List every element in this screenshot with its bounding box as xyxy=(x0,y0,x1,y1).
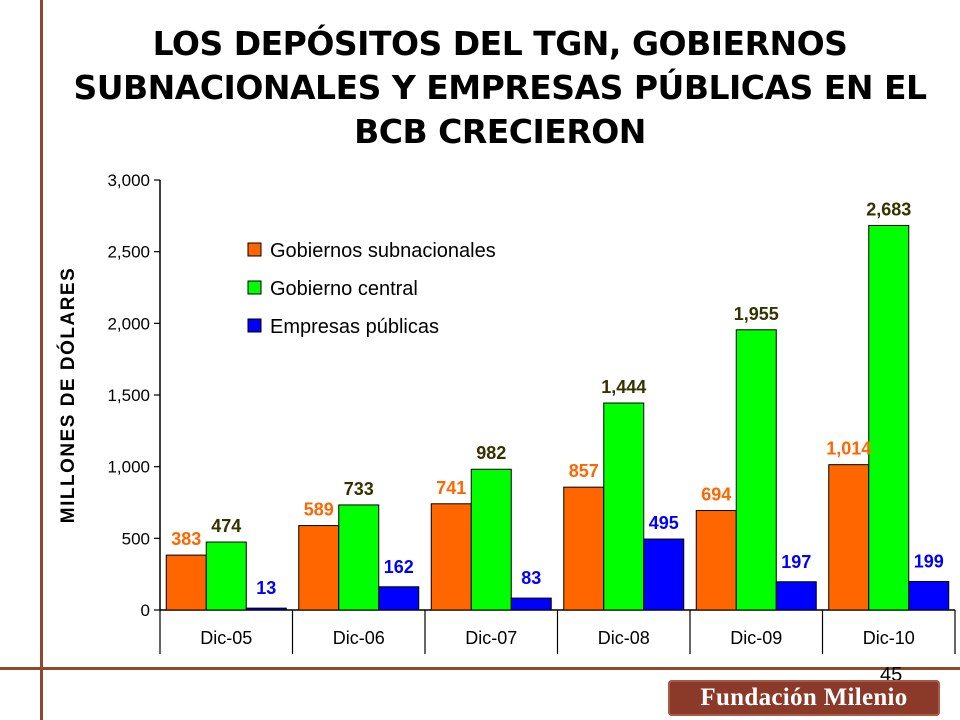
data-label: 589 xyxy=(304,500,334,520)
bar xyxy=(868,224,910,611)
data-label: 199 xyxy=(914,551,944,571)
legend-swatch xyxy=(247,280,262,295)
chart-title: LOS DEPÓSITOS DEL TGN, GOBIERNOS SUBNACI… xyxy=(60,22,940,154)
x-tick-label: Dic-06 xyxy=(333,628,385,648)
bar xyxy=(205,541,247,611)
data-label: 1,444 xyxy=(601,377,646,397)
y-tick-label: 1,500 xyxy=(107,386,150,405)
bar xyxy=(165,554,207,611)
x-tick-label: Dic-10 xyxy=(863,628,915,648)
data-label: 83 xyxy=(521,568,541,588)
y-tick-label: 2,500 xyxy=(107,243,150,262)
y-tick-label: 500 xyxy=(122,529,150,548)
data-label: 982 xyxy=(476,443,506,463)
fundacion-milenio-logo: Fundación Milenio xyxy=(668,680,940,716)
bar xyxy=(775,581,817,611)
data-label: 474 xyxy=(211,516,241,536)
bar xyxy=(510,597,552,611)
legend-label: Gobierno central xyxy=(270,278,418,300)
data-label: 733 xyxy=(344,479,374,499)
bar xyxy=(643,538,685,611)
data-label: 495 xyxy=(649,513,679,533)
y-tick-label: 1,000 xyxy=(107,458,150,477)
legend-swatch xyxy=(247,318,262,333)
bar xyxy=(378,586,420,611)
bar xyxy=(563,486,605,611)
data-label: 2,683 xyxy=(866,199,911,219)
data-label: 857 xyxy=(569,461,599,481)
x-tick-label: Dic-05 xyxy=(200,628,252,648)
bar xyxy=(430,503,472,611)
bar xyxy=(338,504,380,611)
x-tick-label: Dic-09 xyxy=(730,628,782,648)
legend-label: Gobiernos subnacionales xyxy=(270,240,496,262)
logo-text: Fundación Milenio xyxy=(700,684,908,711)
data-label: 1,014 xyxy=(826,439,871,459)
bar xyxy=(735,329,777,611)
chart-title-line-1: LOS DEPÓSITOS DEL TGN, GOBIERNOS xyxy=(152,24,848,63)
y-axis-title: MILLONES DE DÓLARES xyxy=(57,267,79,524)
x-tick-label: Dic-08 xyxy=(598,628,650,648)
data-label: 383 xyxy=(171,529,201,549)
data-label: 13 xyxy=(256,578,276,598)
frame-horizontal-rule xyxy=(0,667,960,670)
data-label: 162 xyxy=(384,557,414,577)
bar xyxy=(603,402,645,611)
bar xyxy=(908,580,950,611)
bar xyxy=(298,525,340,611)
bar xyxy=(245,607,287,611)
y-tick-label: 3,000 xyxy=(107,171,150,190)
y-tick-label: 2,000 xyxy=(107,314,150,333)
x-tick-label: Dic-07 xyxy=(465,628,517,648)
data-label: 197 xyxy=(781,552,811,572)
legend-label: Empresas públicas xyxy=(270,316,439,338)
frame-vertical-rule xyxy=(40,0,43,720)
chart-title-line-2: SUBNACIONALES Y EMPRESAS PÚBLICAS EN EL xyxy=(73,68,927,107)
y-tick-label: 0 xyxy=(141,601,150,620)
bar xyxy=(695,510,737,611)
data-label: 1,955 xyxy=(734,304,779,324)
data-label: 694 xyxy=(701,485,731,505)
chart-title-line-3: BCB CRECIERON xyxy=(354,112,646,151)
bar xyxy=(470,468,512,611)
legend-swatch xyxy=(247,242,262,257)
data-label: 741 xyxy=(436,478,466,498)
bar xyxy=(828,464,870,611)
